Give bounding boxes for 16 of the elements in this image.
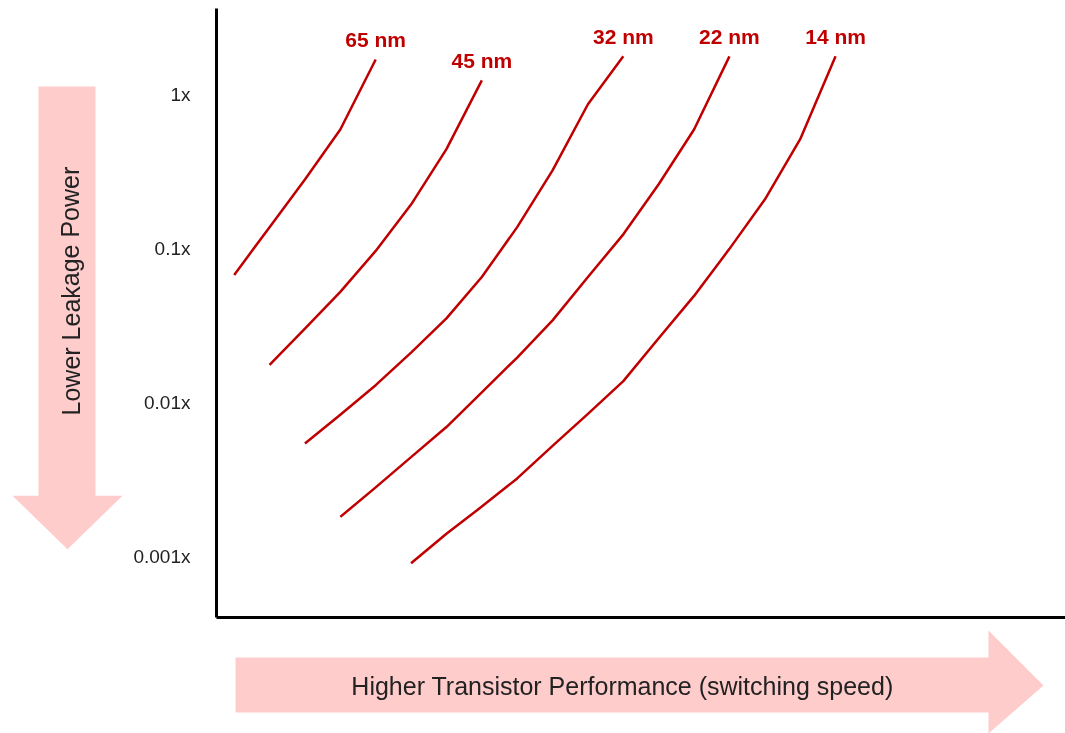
series-label: 22 nm bbox=[699, 25, 760, 49]
series-label: 45 nm bbox=[451, 49, 513, 73]
y-tick-label: 0.1x bbox=[154, 237, 191, 259]
series-label: 65 nm bbox=[345, 28, 407, 52]
y-tick-label: 0.01x bbox=[144, 391, 191, 413]
series-label: 14 nm bbox=[805, 25, 866, 49]
y-tick-label: 0.001x bbox=[133, 545, 191, 567]
series-label: 32 nm bbox=[592, 25, 654, 49]
x-axis-title: Higher Transistor Performance (switching speed) bbox=[351, 671, 894, 700]
y-axis-title: Lower Leakage Power bbox=[56, 166, 85, 416]
y-tick-label: 1x bbox=[170, 83, 191, 105]
line-series bbox=[232, 58, 377, 277]
line-series bbox=[303, 55, 625, 445]
line-series bbox=[409, 55, 837, 565]
line-series bbox=[339, 55, 731, 519]
line-series bbox=[268, 79, 484, 367]
